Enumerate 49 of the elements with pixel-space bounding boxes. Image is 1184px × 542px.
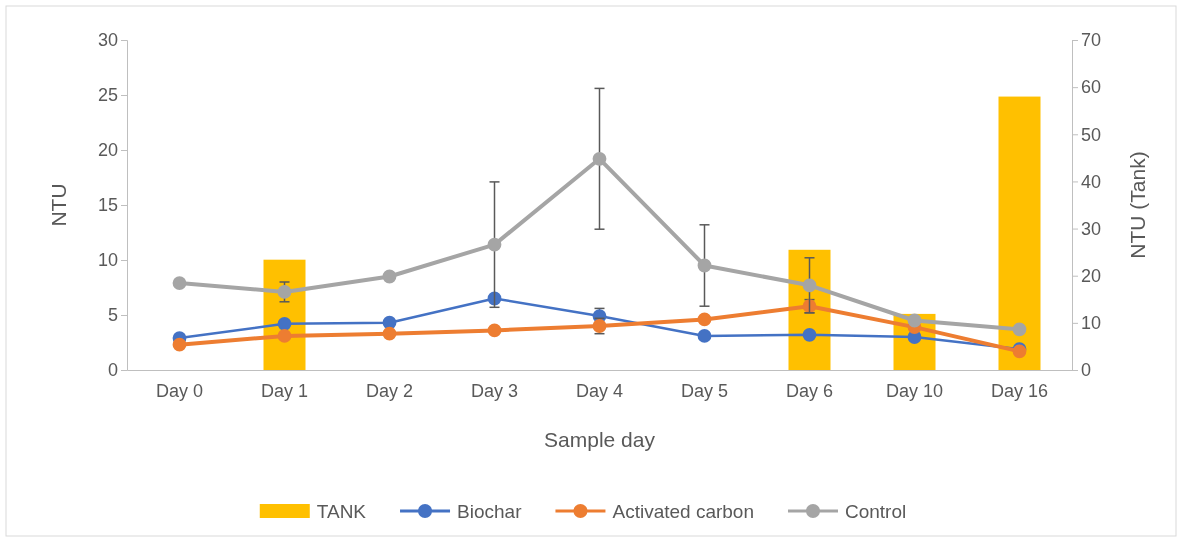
y2-tick-label: 30 [1081,218,1102,239]
y-tick-label: 30 [97,30,118,51]
x-tick-label: Day 5 [680,380,729,401]
y-tick-label: 0 [107,360,118,381]
y2-tick-label: 40 [1081,171,1102,192]
point [382,326,397,341]
y-tick-label: 10 [97,250,118,271]
y-tick-label: 5 [107,305,118,326]
y2-tick-label: 60 [1081,77,1102,98]
point [802,327,817,342]
y-tick-label: 25 [97,85,118,106]
legend-label: Biochar [457,501,523,522]
x-tick-label: Day 1 [260,380,309,401]
y-tick-label: 15 [97,195,118,216]
x-tick-label: Day 4 [575,380,624,401]
y2-tick-label: 0 [1081,360,1092,381]
point [172,337,187,352]
point [1012,322,1027,337]
point [697,312,712,327]
point [487,237,502,252]
point [382,269,397,284]
x-tick-label: Day 0 [155,380,204,401]
point [172,276,187,290]
point [592,151,607,166]
y2-tick-label: 10 [1081,313,1102,334]
point [697,258,712,273]
x-tick-label: Day 3 [470,380,519,401]
x-tick-label: Day 6 [785,380,834,401]
point [277,316,292,331]
x-tick-label: Day 2 [365,380,414,401]
point [487,323,502,338]
legend-label: Activated carbon [612,501,754,522]
y-axis-title: NTU [47,183,70,227]
x-tick-label: Day 16 [990,380,1049,401]
x-axis-title: Sample day [544,428,656,451]
point [277,285,292,299]
y2-tick-label: 20 [1081,265,1102,286]
point [697,329,712,343]
x-tick-label: Day 10 [885,380,944,401]
point [802,278,817,293]
y2-tick-label: 70 [1081,30,1102,51]
y2-tick-label: 50 [1081,124,1102,145]
bar [998,96,1041,370]
y-tick-label: 20 [97,140,118,161]
legend-label: TANK [316,501,367,522]
point [907,313,922,328]
point [277,329,292,343]
legend-label: Control [844,501,907,522]
y2-axis-title: NTU (Tank) [1126,151,1149,259]
